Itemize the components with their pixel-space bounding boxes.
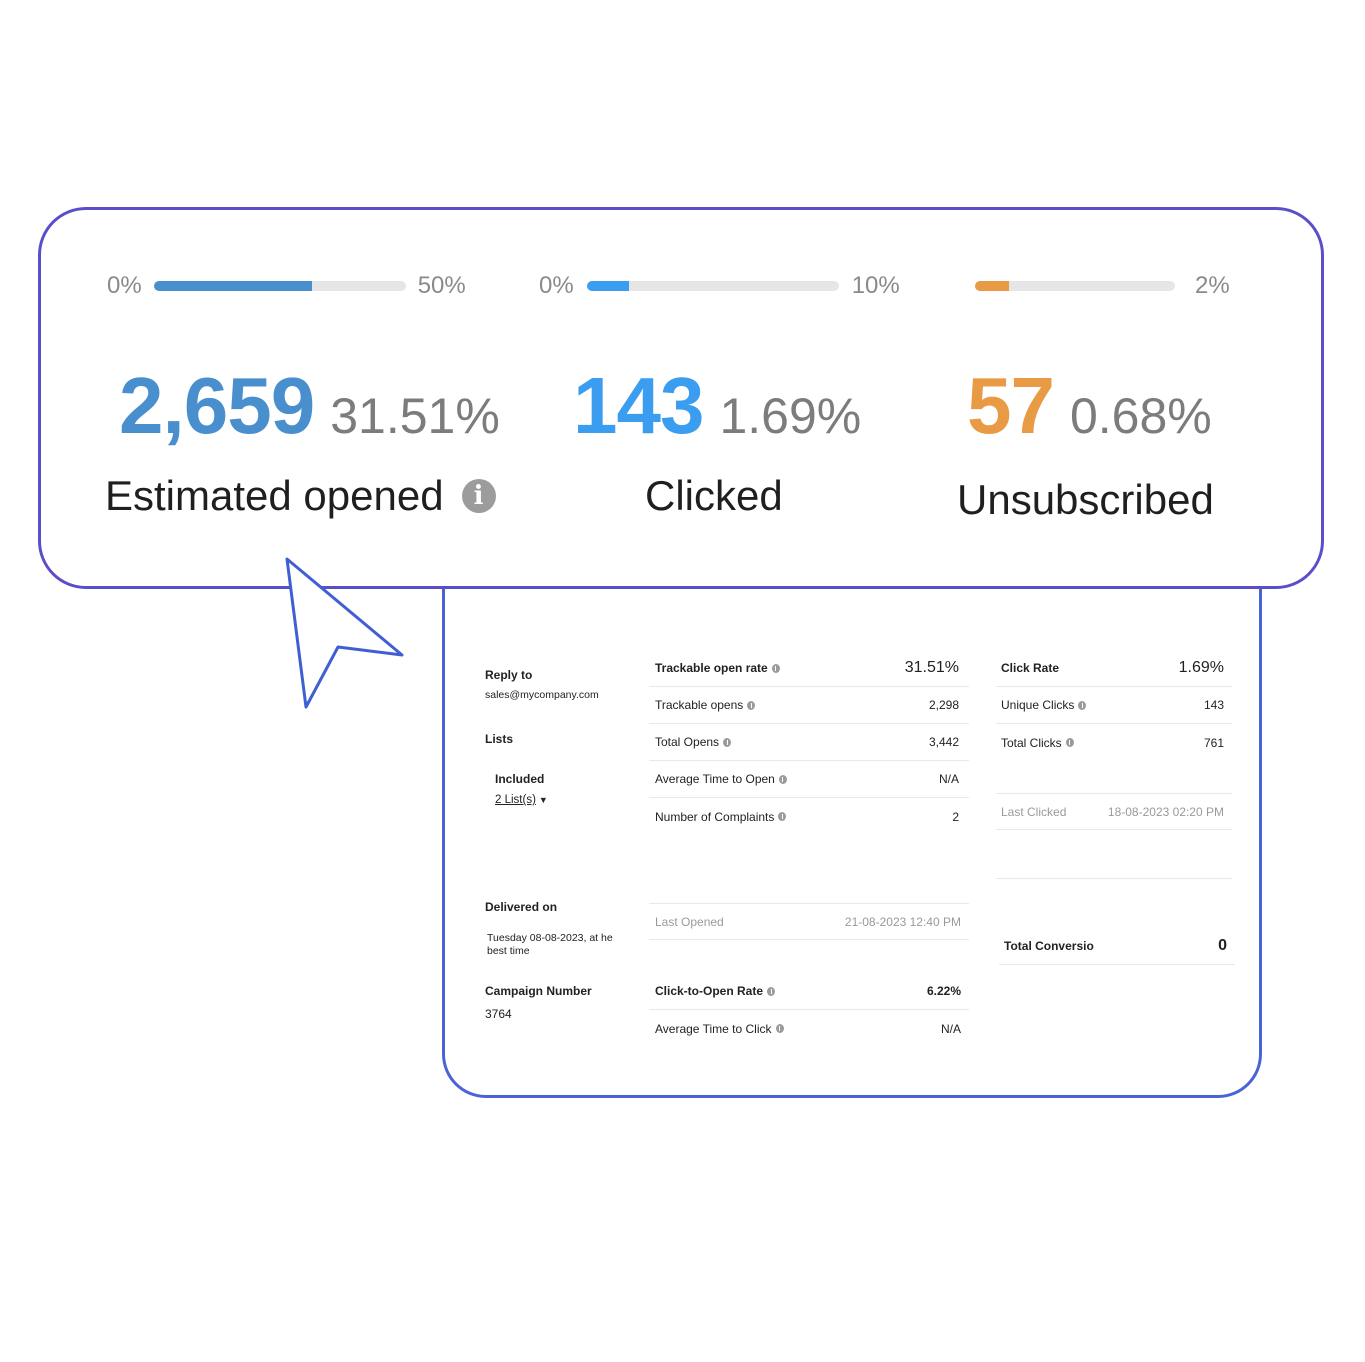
campaign-number-value: 3764 [485,1007,512,1021]
reply-to-value: sales@mycompany.com [485,689,599,701]
table-row: Trackable open rate 31.51% [649,650,969,687]
stat-label: Total Clicks [1001,735,1062,750]
last-clicked-row: Last Clicked 18-08-2023 02:20 PM [996,793,1232,830]
opened-label: Estimated opened [105,472,444,519]
stat-value: 761 [1203,735,1224,750]
table-row: Click-to-Open Rate 6.22% [649,973,969,1010]
clicked-progress: 0% 10% [539,272,900,300]
stat-value: 6.22% [926,984,961,998]
lists-label: Lists [485,732,514,746]
table-row: Total Opens 3,442 [649,724,969,761]
table-row: Average Time to Click N/A [649,1010,969,1047]
unsubscribed-count: 57 [967,361,1055,450]
table-row: Unique Clicks 143 [996,687,1232,724]
table-row: Click Rate 1.69% [996,650,1232,687]
opened-label-row: Estimated opened i [105,472,496,520]
unsubscribed-percent: 0.68% [1069,388,1212,444]
unsubscribed-figures: 57 0.68% [967,360,1212,452]
info-icon[interactable] [767,986,776,996]
lists-block: Lists Included 2 List(s) ▼ [485,732,645,806]
info-icon[interactable] [1078,700,1087,710]
stat-value: 3,442 [928,735,959,749]
lists-dropdown[interactable]: 2 List(s) ▼ [495,794,645,806]
info-icon[interactable]: i [461,479,496,513]
clicked-figures: 143 1.69% [573,360,861,452]
progress-fill [153,281,313,291]
info-icon[interactable] [723,737,732,747]
ctor-table: Click-to-Open Rate 6.22% Average Time to… [649,973,969,1047]
stat-label: Click-to-Open Rate [655,984,764,998]
campaign-number-block: Campaign Number 3764 [485,984,645,1021]
opened-count: 2,659 [119,361,315,450]
included-label: Included [495,772,545,786]
clicked-percent: 1.69% [719,388,862,444]
clicked-label: Clicked [645,472,783,519]
mouse-pointer-icon [285,557,404,709]
stat-label: Trackable opens [655,698,744,712]
stat-value: N/A [938,772,959,786]
info-icon[interactable] [775,1024,784,1033]
delivered-value: Tuesday 08-08-2023, at he best time [487,932,613,957]
lists-link[interactable]: 2 List(s) [495,794,536,806]
last-clicked-label: Last Clicked [1001,804,1067,819]
stat-label: Average Time to Click [655,1021,772,1036]
overview-card: 0% 50% 2,659 31.51% Estimated opened i 0%… [38,207,1324,589]
bar-min-label: 0% [539,272,574,299]
delivered-label: Delivered on [485,900,558,914]
info-icon[interactable] [747,700,756,710]
conversion-row: Total Conversio 0 [999,928,1235,965]
stat-label: Click Rate [1001,661,1060,675]
conversion-table: Total Conversio 0 [999,928,1235,965]
progress-track [153,281,406,291]
opens-table: Trackable open rate 31.51% Trackable ope… [649,650,969,940]
reply-to-label: Reply to [485,668,533,682]
unsubscribed-label: Unsubscribed [957,476,1214,523]
progress-track [975,281,1175,291]
delivered-block: Delivered on Tuesday 08-08-2023, at he b… [485,900,615,958]
stat-label: Unique Clicks [1001,698,1075,712]
conversion-value: 0 [1218,937,1227,954]
stat-value: 2,298 [928,698,959,712]
bar-max-label: 50% [417,272,466,299]
stat-label: Average Time to Open [655,772,775,786]
stat-label: Total Opens [655,735,720,749]
campaign-details-panel: Reply to sales@mycompany.com Lists Inclu… [442,560,1262,1098]
campaign-number-label: Campaign Number [485,984,592,998]
info-icon[interactable] [771,663,780,673]
reply-to-block: Reply to sales@mycompany.com [485,668,645,702]
opened-progress: 0% 50% [107,272,466,300]
stat-value: 2 [952,809,959,824]
last-clicked-value: 18-08-2023 02:20 PM [1107,804,1224,819]
caret-down-icon: ▼ [538,795,548,805]
clicked-count: 143 [573,361,704,450]
unsubscribed-progress: 2% [975,272,1230,300]
opened-percent: 31.51% [330,388,500,444]
stat-value: 31.51% [904,659,959,676]
stat-label: Number of Complaints [655,809,775,824]
last-opened-label: Last Opened [655,914,724,929]
info-icon[interactable] [778,812,787,821]
conversion-label: Total Conversio [1004,939,1094,953]
table-row: Number of Complaints 2 [649,798,969,835]
table-row: Trackable opens 2,298 [649,687,969,724]
info-icon[interactable] [1065,738,1074,747]
clicks-table: Click Rate 1.69% Unique Clicks 143 Total… [996,650,1232,879]
stat-label: Trackable open rate [655,661,768,675]
last-opened-value: 21-08-2023 12:40 PM [844,914,961,929]
bar-max-label: 2% [1195,272,1230,299]
bar-max-label: 10% [851,272,900,299]
table-row: Total Clicks 761 [996,724,1232,761]
table-row: Average Time to Open N/A [649,761,969,798]
bar-min-label: 0% [107,272,142,299]
progress-fill [975,281,1009,291]
info-icon[interactable] [778,774,787,784]
stat-value: 143 [1203,698,1224,712]
progress-fill [586,281,630,291]
stat-value: 1.69% [1178,659,1224,676]
last-opened-row: Last Opened 21-08-2023 12:40 PM [649,903,969,940]
progress-track [586,281,839,291]
opened-figures: 2,659 31.51% [119,360,500,452]
stat-value: N/A [940,1021,961,1036]
